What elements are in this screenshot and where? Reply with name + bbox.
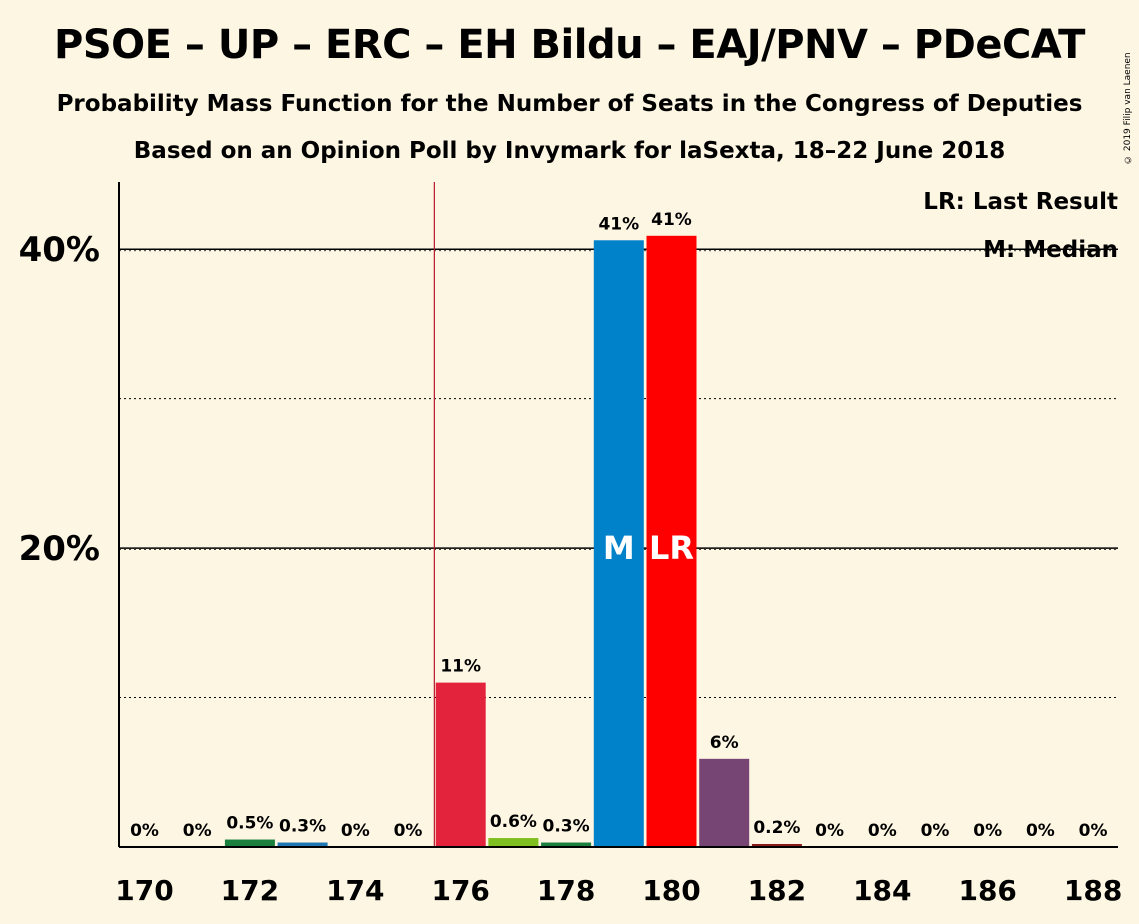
data-label-seat-170: 0% [130, 821, 159, 841]
legend: LR: Last Result M: Median [923, 189, 1118, 263]
x-tick-label: 170 [115, 874, 173, 907]
data-label-seat-179: 41% [598, 214, 639, 234]
last-result-marker: LR [649, 529, 694, 567]
chart-title: PSOE – UP – ERC – EH Bildu – EAJ/PNV – P… [54, 22, 1085, 68]
legend-last-result: LR: Last Result [923, 189, 1118, 215]
data-label-seat-177: 0.6% [490, 812, 537, 832]
bar-seat-181 [699, 758, 750, 847]
data-label-seat-188: 0% [1079, 821, 1108, 841]
legend-median: M: Median [983, 237, 1118, 263]
data-label-seat-180: 41% [651, 210, 692, 230]
data-label-seat-178: 0.3% [543, 817, 590, 837]
x-tick-label: 180 [642, 874, 700, 907]
bar-seat-182 [751, 844, 802, 847]
x-tick-label: 174 [326, 874, 384, 907]
bar-seat-172 [224, 839, 275, 847]
axes: 20% 40% 170 172 174 176 178 180 182 184 186 188 [19, 182, 1122, 907]
bar-seat-177 [488, 838, 539, 847]
y-tick-label: 20% [19, 529, 100, 569]
data-label-seat-182: 0.2% [753, 818, 800, 838]
data-label-seat-174: 0% [341, 821, 370, 841]
x-tick-label: 184 [853, 874, 911, 907]
x-tick-label: 176 [431, 874, 489, 907]
median-marker: M [603, 529, 635, 567]
chart-source-line: Based on an Opinion Poll by Invymark for… [133, 138, 1006, 164]
x-tick-label: 186 [958, 874, 1016, 907]
data-label-seat-184: 0% [868, 821, 897, 841]
data-label-seat-171: 0% [183, 821, 212, 841]
data-label-seat-185: 0% [921, 821, 950, 841]
bar-seat-180 [646, 235, 697, 848]
bars [224, 235, 802, 848]
data-label-seat-183: 0% [815, 821, 844, 841]
x-tick-label: 178 [537, 874, 595, 907]
bar-seat-176 [435, 682, 486, 847]
chart-subtitle: Probability Mass Function for the Number… [56, 91, 1083, 117]
data-label-seat-176: 11% [440, 657, 481, 677]
y-tick-label: 40% [19, 230, 100, 270]
data-label-seat-173: 0.3% [279, 817, 326, 837]
data-label-seat-181: 6% [710, 733, 739, 753]
data-labels: 0% 0% 0.5% 0.3% 0% 0% 11% 0.6% 0.3% 41% 41% 6% 0.2% 0… [130, 210, 1107, 841]
data-label-seat-175: 0% [394, 821, 423, 841]
data-label-seat-186: 0% [973, 821, 1002, 841]
bar-seat-179 [593, 240, 644, 848]
x-tick-label: 188 [1064, 874, 1122, 907]
data-label-seat-172: 0.5% [226, 814, 273, 834]
x-tick-label: 182 [748, 874, 806, 907]
bar-seat-178 [541, 842, 592, 847]
bar-seat-173 [277, 842, 328, 847]
data-label-seat-187: 0% [1026, 821, 1055, 841]
x-tick-label: 172 [221, 874, 279, 907]
